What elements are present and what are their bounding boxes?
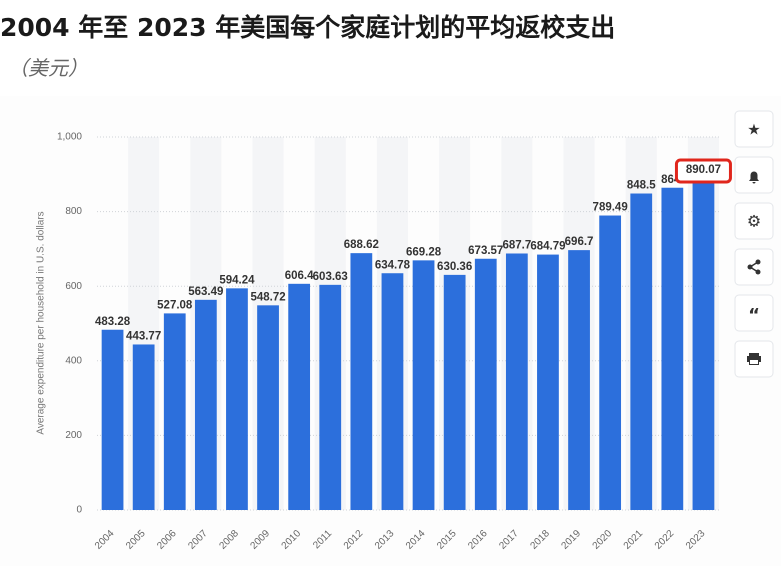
bar bbox=[568, 250, 590, 510]
bar bbox=[257, 305, 279, 510]
value-label: 688.62 bbox=[344, 239, 379, 251]
bar bbox=[381, 273, 404, 510]
bar bbox=[194, 299, 217, 510]
value-label: 634.78 bbox=[375, 259, 411, 271]
page-subtitle: （美元） bbox=[8, 56, 88, 80]
value-label: 606.4 bbox=[285, 270, 314, 282]
value-label: 669.28 bbox=[406, 246, 442, 258]
y-tick-label: 200 bbox=[65, 430, 82, 441]
value-label: 594.24 bbox=[219, 274, 255, 286]
bar bbox=[101, 329, 124, 510]
value-label: 673.57 bbox=[468, 245, 503, 257]
value-label: 687.7 bbox=[502, 240, 531, 252]
value-label: 630.36 bbox=[437, 261, 472, 273]
bar bbox=[661, 187, 684, 510]
print-icon bbox=[747, 353, 761, 365]
bar bbox=[412, 260, 435, 510]
value-label: 483.28 bbox=[95, 316, 131, 328]
bar bbox=[132, 344, 155, 510]
sidebar: ★ ⚙ “ bbox=[734, 110, 774, 378]
value-label: 684.79 bbox=[530, 241, 565, 253]
highlight-box bbox=[674, 158, 732, 184]
settings-button[interactable] bbox=[734, 202, 774, 240]
value-label: 890.07 bbox=[686, 164, 721, 176]
bar bbox=[443, 274, 466, 510]
bar bbox=[692, 178, 715, 510]
star-icon: ★ bbox=[747, 121, 760, 139]
share-icon bbox=[747, 259, 761, 275]
value-label: 548.72 bbox=[250, 291, 285, 303]
value-label: 527.08 bbox=[157, 299, 193, 311]
y-tick-label: 1,000 bbox=[57, 132, 82, 143]
bar bbox=[537, 254, 559, 510]
bar bbox=[226, 288, 248, 510]
quote-icon: “ bbox=[748, 305, 760, 326]
bar bbox=[163, 313, 186, 510]
bell-icon bbox=[749, 171, 759, 184]
value-label: 789.49 bbox=[593, 202, 628, 214]
bar bbox=[630, 193, 653, 510]
y-tick-label: 400 bbox=[65, 355, 82, 366]
bar bbox=[350, 253, 373, 510]
bar bbox=[474, 258, 497, 510]
value-label: 603.63 bbox=[313, 271, 348, 283]
value-label: 848.5 bbox=[627, 180, 656, 192]
bar bbox=[599, 215, 622, 510]
cite-button[interactable] bbox=[734, 294, 774, 332]
bar bbox=[288, 283, 311, 510]
y-axis-title: Average expenditure per household in U.S… bbox=[36, 211, 47, 434]
value-label: 563.49 bbox=[188, 286, 223, 298]
share-button[interactable] bbox=[734, 248, 774, 286]
gear-icon: ⚙ bbox=[747, 212, 761, 231]
y-tick-label: 800 bbox=[65, 206, 82, 217]
y-tick-label: 0 bbox=[76, 505, 82, 516]
value-label: 696.7 bbox=[565, 236, 594, 248]
value-label: 443.77 bbox=[126, 331, 161, 343]
bar bbox=[319, 284, 342, 510]
favorite-button[interactable] bbox=[734, 110, 774, 148]
bar bbox=[505, 253, 528, 510]
page-title: 2004 年至 2023 年美国每个家庭计划的平均返校支出 bbox=[0, 13, 616, 42]
y-tick-label: 600 bbox=[65, 281, 82, 292]
